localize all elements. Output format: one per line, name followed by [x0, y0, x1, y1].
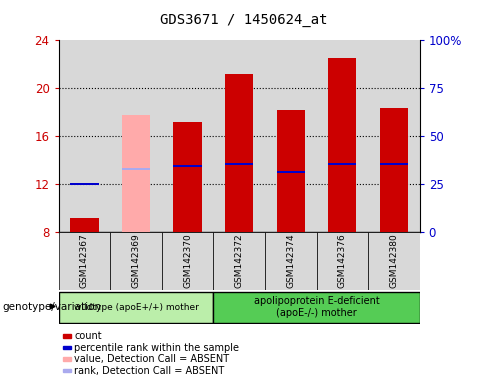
Text: GSM142374: GSM142374 — [286, 234, 295, 288]
Text: genotype/variation: genotype/variation — [2, 302, 102, 312]
Bar — [70, 183, 99, 185]
Text: GSM142369: GSM142369 — [131, 234, 141, 288]
Text: GSM142367: GSM142367 — [80, 234, 89, 288]
Bar — [380, 163, 408, 165]
Bar — [213, 292, 420, 323]
Bar — [328, 163, 357, 165]
Polygon shape — [50, 304, 55, 309]
Bar — [328, 58, 357, 232]
Bar — [59, 232, 110, 290]
Bar — [59, 292, 213, 323]
Text: apolipoprotein E-deficient
(apoE-/-) mother: apolipoprotein E-deficient (apoE-/-) mot… — [254, 296, 379, 318]
Bar — [162, 40, 213, 232]
Bar — [213, 40, 265, 232]
Bar — [277, 110, 305, 232]
Bar — [317, 40, 368, 232]
Bar — [173, 165, 202, 167]
Text: GSM142380: GSM142380 — [389, 234, 398, 288]
Bar — [225, 163, 253, 165]
Bar — [225, 74, 253, 232]
Text: count: count — [74, 331, 102, 341]
Text: rank, Detection Call = ABSENT: rank, Detection Call = ABSENT — [74, 366, 224, 376]
Bar — [317, 232, 368, 290]
Text: wildtype (apoE+/+) mother: wildtype (apoE+/+) mother — [74, 303, 199, 312]
Bar — [122, 168, 150, 170]
Bar — [368, 232, 420, 290]
Bar — [59, 40, 110, 232]
Text: value, Detection Call = ABSENT: value, Detection Call = ABSENT — [74, 354, 229, 364]
Bar — [265, 40, 317, 232]
Text: percentile rank within the sample: percentile rank within the sample — [74, 343, 239, 353]
Bar — [70, 218, 99, 232]
Bar — [213, 232, 265, 290]
Text: GSM142372: GSM142372 — [235, 234, 244, 288]
Text: GSM142376: GSM142376 — [338, 234, 347, 288]
Bar — [265, 232, 317, 290]
Bar — [110, 232, 162, 290]
Text: GSM142370: GSM142370 — [183, 234, 192, 288]
Text: GDS3671 / 1450624_at: GDS3671 / 1450624_at — [160, 13, 328, 27]
Bar — [277, 171, 305, 174]
Bar — [162, 232, 213, 290]
Bar — [173, 122, 202, 232]
Bar — [122, 115, 150, 232]
Bar — [110, 40, 162, 232]
Bar — [380, 108, 408, 232]
Bar — [368, 40, 420, 232]
